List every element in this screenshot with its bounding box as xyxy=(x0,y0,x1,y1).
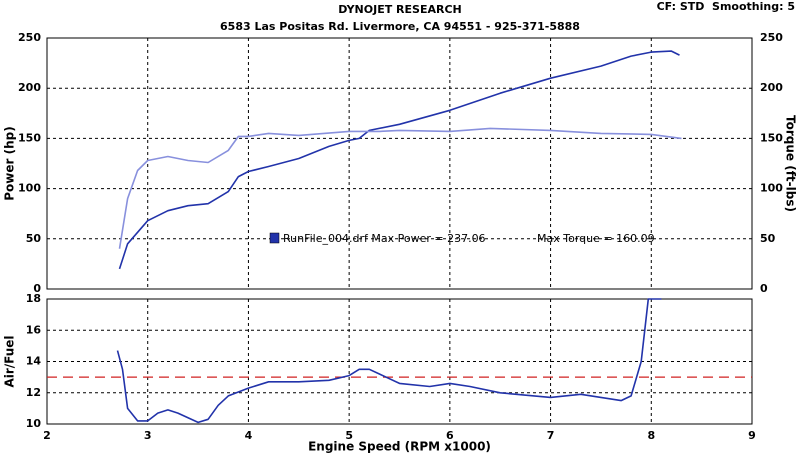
y-tick-label: 50 xyxy=(26,232,42,245)
y-tick-label: 14 xyxy=(26,355,42,368)
y2-tick-label: 200 xyxy=(760,81,783,94)
data-line xyxy=(118,127,682,249)
x-tick-label: 5 xyxy=(345,429,353,442)
y2-tick-label: 0 xyxy=(760,282,768,295)
y-tick-label: 250 xyxy=(18,31,41,44)
data-line xyxy=(116,298,662,424)
plot-area xyxy=(46,37,753,290)
x-tick-label: 9 xyxy=(748,429,756,442)
y-axis-label: Air/Fuel xyxy=(3,335,17,387)
plot-area xyxy=(46,298,753,425)
x-tick-label: 4 xyxy=(245,429,253,442)
y-tick-label: 16 xyxy=(26,323,42,336)
x-tick-label: 3 xyxy=(144,429,152,442)
x-axis-label: Engine Speed (RPM x1000) xyxy=(308,440,491,454)
x-tick-label: 8 xyxy=(647,429,655,442)
address: 6583 Las Positas Rd. Livermore, CA 94551… xyxy=(220,20,580,33)
y-tick-label: 0 xyxy=(33,282,41,295)
settings: CF: STD Smoothing: 5 xyxy=(657,0,795,13)
legend-text: Max Torque = 160.09 xyxy=(537,232,655,245)
y2-tick-label: 100 xyxy=(760,182,783,195)
data-line xyxy=(118,50,680,270)
y-axis-label: Power (hp) xyxy=(3,126,17,200)
y2-tick-label: 250 xyxy=(760,31,783,44)
x-tick-label: 2 xyxy=(43,429,51,442)
y-tick-label: 150 xyxy=(18,131,41,144)
y-tick-label: 12 xyxy=(26,386,41,399)
legend-text: RunFile_004.drf Max Power = 237.06 xyxy=(283,232,486,245)
y-tick-label: 10 xyxy=(26,417,42,430)
y-tick-label: 200 xyxy=(18,81,41,94)
y2-tick-label: 150 xyxy=(760,131,783,144)
x-tick-label: 7 xyxy=(547,429,555,442)
y2-tick-label: 50 xyxy=(760,232,776,245)
y2-axis-label: Torque (ft-lbs) xyxy=(784,115,798,212)
title: DYNOJET RESEARCH xyxy=(338,3,461,16)
y-tick-label: 18 xyxy=(26,292,41,305)
x-tick-label: 6 xyxy=(446,429,454,442)
y-tick-label: 100 xyxy=(18,182,41,195)
legend-swatch xyxy=(269,232,280,244)
